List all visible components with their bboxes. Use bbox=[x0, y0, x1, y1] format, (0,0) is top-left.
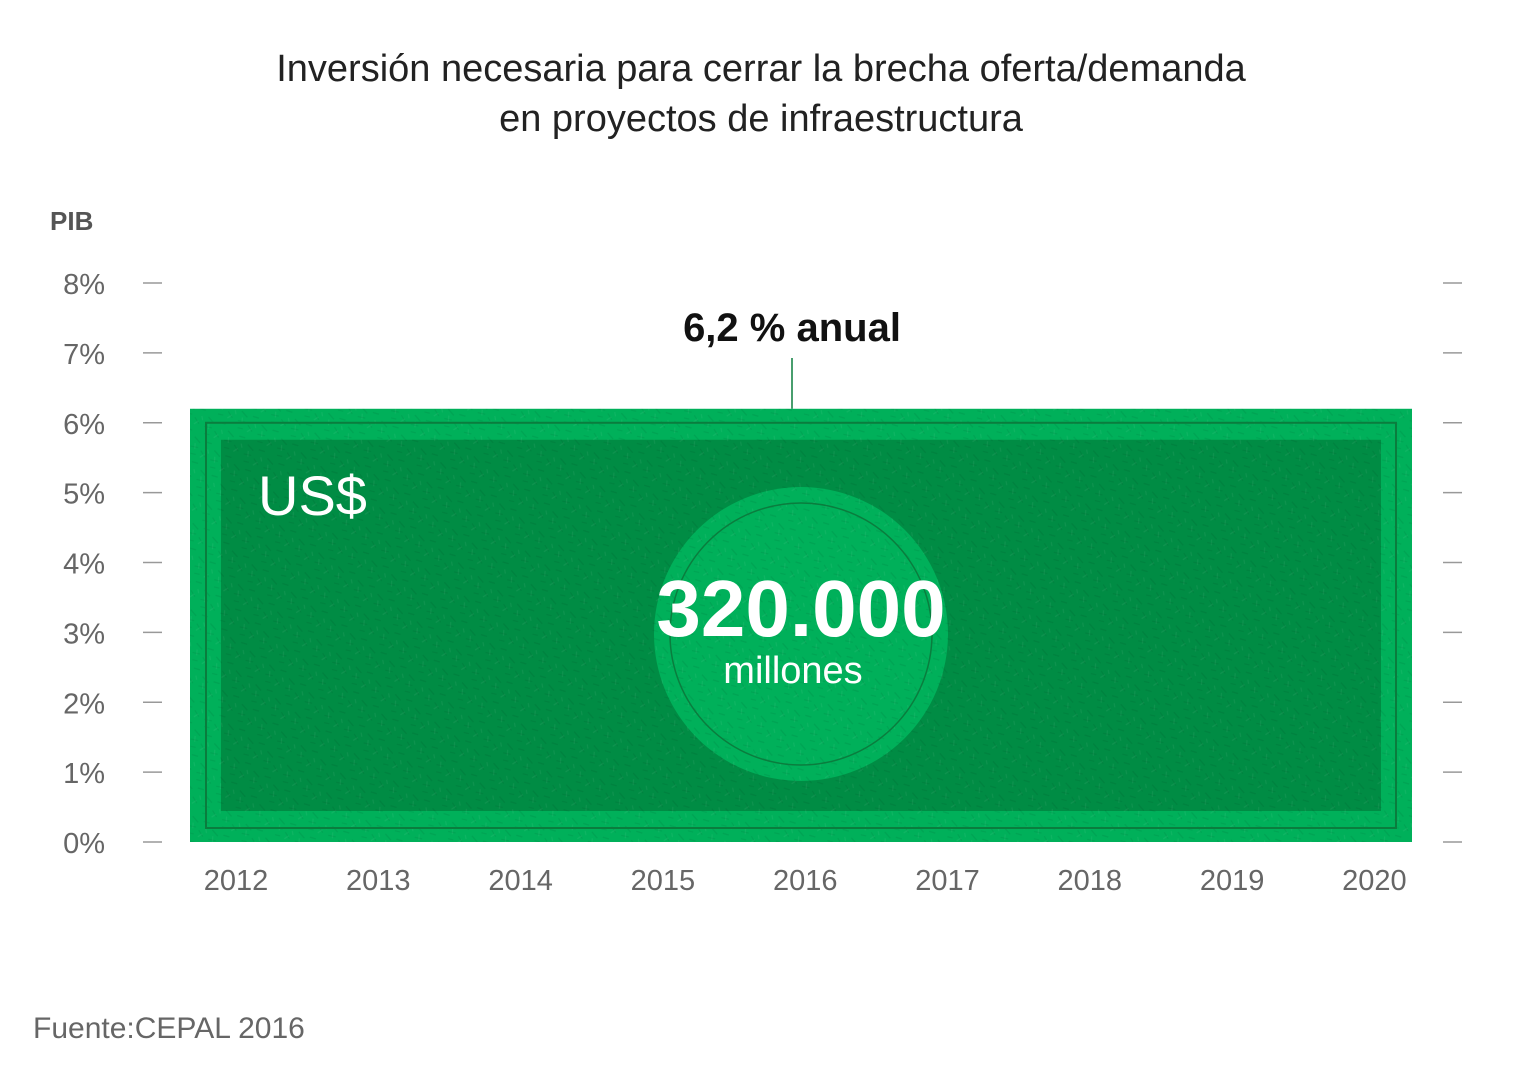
amount-unit: millones bbox=[723, 650, 862, 692]
bill-medallion-ring bbox=[669, 502, 933, 766]
y-tick-label-5: 5% bbox=[63, 479, 105, 511]
x-tick-label-2015: 2015 bbox=[631, 865, 696, 897]
x-tick-label-2020: 2020 bbox=[1342, 865, 1407, 897]
x-axis: 2012 2013 2014 2015 2016 2017 2018 2019 2020 bbox=[204, 865, 1407, 897]
y-axis-right bbox=[1443, 282, 1462, 843]
y-tick-label-3: 3% bbox=[63, 618, 105, 650]
title-line-1: Inversión necesaria para cerrar la brech… bbox=[276, 48, 1246, 90]
amount-value: 320.000 bbox=[656, 564, 945, 653]
annotation-label: 6,2 % anual bbox=[683, 306, 901, 350]
currency-label: US$ bbox=[258, 464, 367, 527]
title-line-2: en proyectos de infraestructura bbox=[499, 98, 1023, 140]
chart-title: Inversión necesaria para cerrar la brech… bbox=[0, 44, 1522, 144]
x-tick-label-2017: 2017 bbox=[915, 865, 980, 897]
x-tick-label-2016: 2016 bbox=[773, 865, 838, 897]
x-tick-label-2019: 2019 bbox=[1200, 865, 1265, 897]
x-tick-label-2013: 2013 bbox=[346, 865, 411, 897]
x-tick-label-2014: 2014 bbox=[488, 865, 553, 897]
y-tick-label-7: 7% bbox=[63, 339, 105, 371]
y-axis-label: PIB bbox=[50, 206, 94, 236]
source-note: Fuente:CEPAL 2016 bbox=[33, 1012, 305, 1045]
y-tick-label-4: 4% bbox=[63, 549, 105, 581]
x-tick-label-2012: 2012 bbox=[204, 865, 269, 897]
y-axis-left: 0% 1% 2% 3% 4% 5% 6% 7% 8% bbox=[63, 269, 162, 860]
y-tick-label-1: 1% bbox=[63, 758, 105, 790]
y-tick-label-8: 8% bbox=[63, 269, 105, 301]
x-tick-label-2018: 2018 bbox=[1058, 865, 1123, 897]
y-tick-label-6: 6% bbox=[63, 409, 105, 441]
bill-outer-border bbox=[205, 421, 1397, 829]
y-tick-label-2: 2% bbox=[63, 688, 105, 720]
y-tick-label-0: 0% bbox=[63, 828, 105, 860]
bill-medallion-texture bbox=[654, 487, 948, 781]
